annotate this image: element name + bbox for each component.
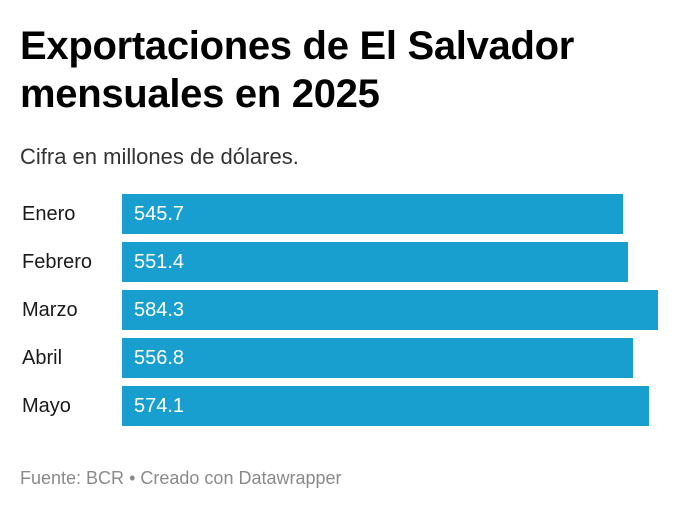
bar — [122, 194, 623, 234]
bar-value-label: 551.4 — [134, 251, 185, 273]
bar-row: Febrero 551.4 — [20, 242, 660, 282]
bar — [122, 242, 628, 282]
chart-title: Exportaciones de El Salvador mensuales e… — [20, 24, 575, 116]
bar-value-label: 545.7 — [134, 203, 185, 225]
bar-value-label: 574.1 — [134, 395, 185, 417]
category-label: Marzo — [22, 299, 78, 321]
chart-subtitle: Cifra en millones de dólares. — [20, 144, 299, 169]
bar-row: Abril 556.8 — [20, 338, 660, 378]
bar-value-label: 556.8 — [134, 347, 185, 369]
chart-footer: Fuente: BCR • Creado con Datawrapper — [20, 466, 342, 490]
category-label: Febrero — [22, 251, 93, 273]
category-label: Mayo — [22, 395, 71, 417]
bar-chart: Enero 545.7 Febrero 551.4 Marzo 584.3 Abril 556… — [20, 194, 660, 434]
bar-value-label: 584.3 — [134, 299, 185, 321]
separator-dot: • — [129, 468, 136, 488]
source-note: Fuente: BCR — [20, 468, 125, 488]
credit-link[interactable]: Creado con Datawrapper — [140, 468, 342, 488]
bar — [122, 290, 658, 330]
category-label: Enero — [22, 203, 76, 225]
bar-row: Enero 545.7 — [20, 194, 660, 234]
bar-row: Mayo 574.1 — [20, 386, 660, 426]
bar — [122, 338, 633, 378]
bar — [122, 386, 649, 426]
category-label: Abril — [22, 347, 63, 369]
bar-row: Marzo 584.3 — [20, 290, 660, 330]
